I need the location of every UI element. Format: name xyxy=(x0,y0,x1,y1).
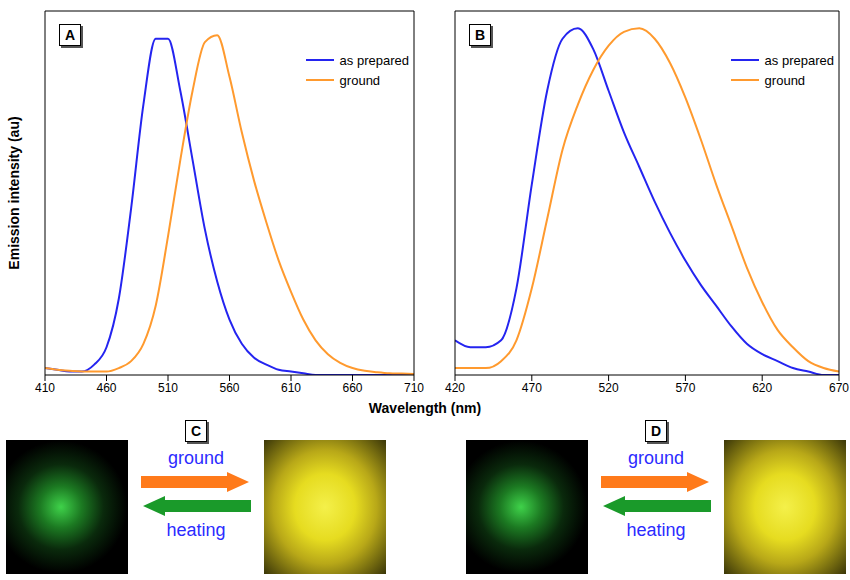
html-text:B: B xyxy=(474,27,486,43)
html-text:ground: ground xyxy=(168,448,224,468)
html-text:Wavelength (nm): Wavelength (nm) xyxy=(368,400,482,416)
html-text:ground: ground xyxy=(628,448,684,468)
html-text:as prepared: as prepared xyxy=(339,52,409,68)
svg-text:670: 670 xyxy=(829,381,849,395)
svg-text:710: 710 xyxy=(404,381,424,395)
html-text:heating: heating xyxy=(166,520,226,540)
html-text:D: D xyxy=(650,423,662,439)
html-text:C: C xyxy=(190,423,202,439)
html-text:A: A xyxy=(64,27,76,43)
svg-text:570: 570 xyxy=(675,381,695,395)
html-text:ground: ground xyxy=(764,72,806,88)
html-text:ground: ground xyxy=(339,72,381,88)
svg-text:520: 520 xyxy=(599,381,619,395)
svg-text:660: 660 xyxy=(342,381,362,395)
svg-text:Emission intensity (au): Emission intensity (au) xyxy=(6,116,22,269)
svg-text:460: 460 xyxy=(96,381,116,395)
svg-text:470: 470 xyxy=(522,381,542,395)
svg-text:610: 610 xyxy=(281,381,301,395)
html-text:as prepared: as prepared xyxy=(764,52,834,68)
svg-text:420: 420 xyxy=(445,381,465,395)
svg-text:560: 560 xyxy=(219,381,239,395)
html-text:heating: heating xyxy=(626,520,686,540)
svg-text:620: 620 xyxy=(752,381,772,395)
svg-text:510: 510 xyxy=(158,381,178,395)
svg-text:410: 410 xyxy=(35,381,55,395)
